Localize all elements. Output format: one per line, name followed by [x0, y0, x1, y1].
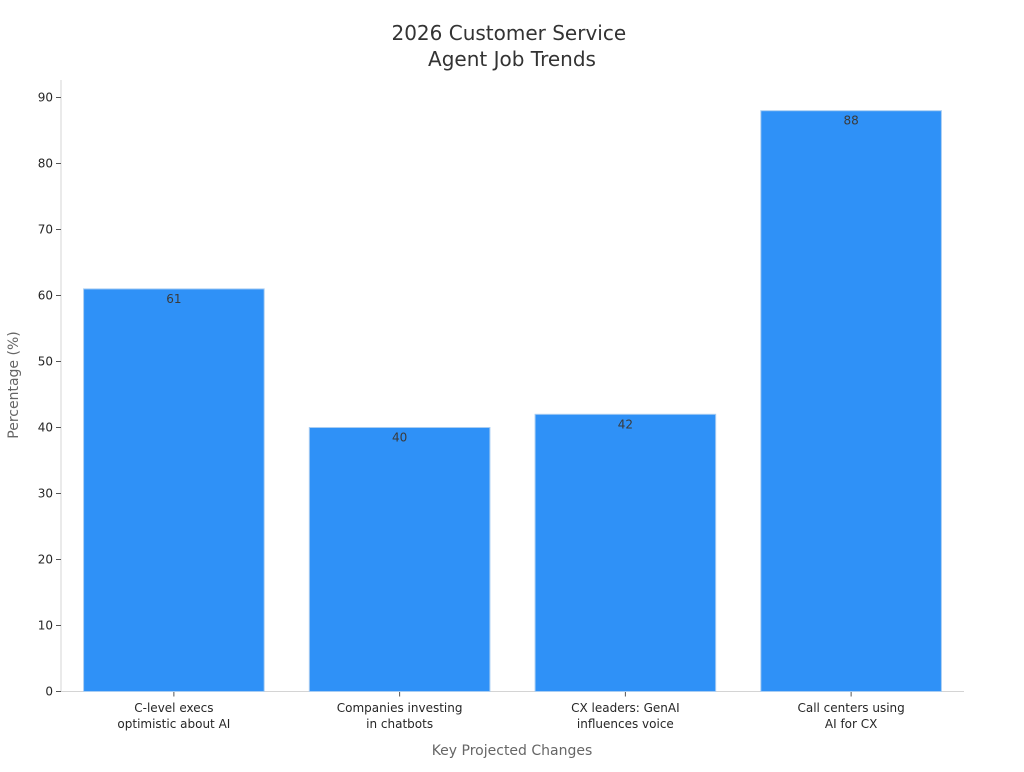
bar-value-label: 88 — [843, 114, 858, 128]
bar — [308, 427, 491, 692]
x-tick-label-line: Call centers using — [797, 701, 904, 715]
y-tick-label: 0 — [45, 685, 53, 699]
x-tick-label: Call centers using AI for CX — [797, 701, 904, 731]
x-tick-label: Companies investing in chatbots — [337, 701, 463, 731]
chart-title: 2026 Customer Service Agent Job Trends — [391, 21, 632, 71]
x-tick-label-line: Companies investing — [337, 701, 463, 715]
y-axis: 0 10 20 30 40 50 60 70 80 90 — [38, 80, 62, 699]
x-tick-label-line: CX leaders: GenAI — [571, 701, 680, 715]
x-tick-label-line: AI for CX — [825, 717, 877, 731]
bar — [83, 288, 265, 692]
bar — [760, 110, 942, 692]
bar-value-label: 42 — [618, 417, 633, 431]
y-tick-label: 20 — [38, 553, 53, 567]
x-tick-label-line: C-level execs — [134, 701, 213, 715]
y-tick-label: 80 — [38, 157, 53, 171]
y-tick-label: 70 — [38, 223, 53, 237]
chart-title-line-2: Agent Job Trends — [428, 47, 596, 71]
x-tick-label-line: in chatbots — [366, 717, 433, 731]
data-labels: 61 40 42 88 — [166, 114, 859, 445]
y-tick-label: 30 — [38, 487, 53, 501]
bar — [534, 413, 717, 692]
y-tick-label: 90 — [38, 91, 53, 105]
x-axis-title: Key Projected Changes — [432, 743, 593, 759]
bar-value-label: 61 — [166, 292, 181, 306]
bar-value-label: 40 — [392, 431, 407, 445]
y-axis-title: Percentage (%) — [6, 331, 22, 438]
y-tick-label: 40 — [38, 421, 53, 435]
x-axis: C-level execs optimistic about AI Companie… — [61, 691, 964, 731]
x-tick-label: CX leaders: GenAI influences voice — [571, 701, 680, 731]
x-tick-label: C-level execs optimistic about AI — [117, 701, 230, 731]
y-tick-label: 50 — [38, 355, 53, 369]
chart-title-line-1: 2026 Customer Service — [391, 21, 626, 45]
y-tick-label: 60 — [38, 289, 53, 303]
y-tick-label: 10 — [38, 619, 53, 633]
x-tick-label-line: influences voice — [577, 717, 674, 731]
bars — [83, 110, 942, 692]
x-tick-label-line: optimistic about AI — [117, 717, 230, 731]
